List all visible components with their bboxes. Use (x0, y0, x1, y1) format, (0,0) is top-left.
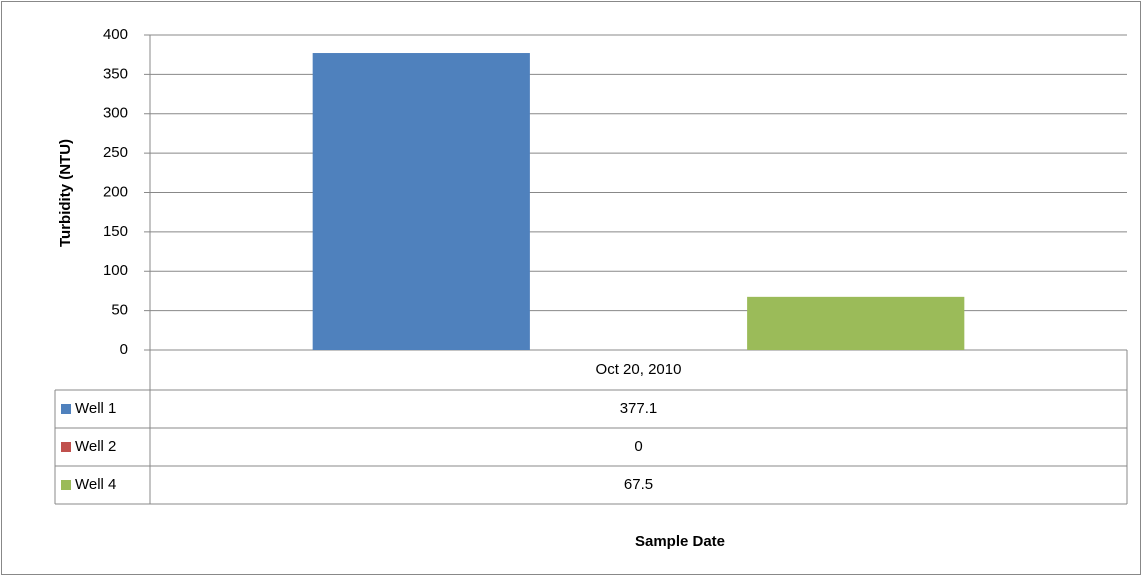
y-tick-label: 350 (103, 65, 128, 82)
legend-label: Well 1 (75, 400, 116, 417)
bar (747, 296, 965, 350)
legend-swatch (61, 442, 71, 452)
legend-swatch (61, 480, 71, 490)
x-axis-title: Sample Date (635, 533, 725, 550)
bar (312, 53, 530, 350)
y-tick-label: 300 (103, 105, 128, 122)
x-tick-label: Oct 20, 2010 (596, 361, 682, 378)
y-tick-label: 200 (103, 183, 128, 200)
legend-label: Well 4 (75, 476, 116, 493)
y-axis-title: Turbidity (NTU) (57, 139, 74, 247)
table-value: 0 (634, 438, 642, 455)
y-tick-label: 400 (103, 26, 128, 43)
y-tick-label: 150 (103, 223, 128, 240)
legend-swatch (61, 404, 71, 414)
y-tick-label: 50 (111, 302, 128, 319)
table-value: 67.5 (624, 476, 653, 493)
y-tick-label: 0 (120, 341, 128, 358)
y-tick-label: 100 (103, 262, 128, 279)
y-tick-label: 250 (103, 144, 128, 161)
legend-label: Well 2 (75, 438, 116, 455)
table-value: 377.1 (620, 400, 658, 417)
